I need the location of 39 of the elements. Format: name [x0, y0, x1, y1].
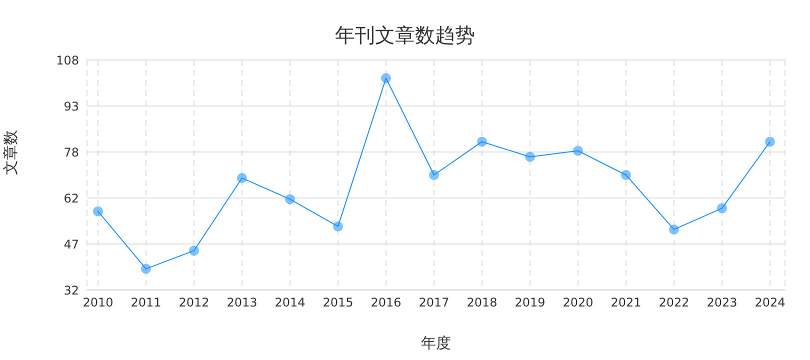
y-tick-label: 47	[64, 237, 79, 252]
point	[477, 136, 487, 147]
x-axis-title: 年度	[421, 334, 451, 352]
x-tick-label: 2019	[514, 296, 546, 310]
y-tick-label: 78	[64, 145, 79, 160]
x-tick-label: 2022	[658, 296, 690, 310]
point	[141, 264, 151, 274]
x-tick-label: 2016	[370, 296, 402, 310]
point	[717, 203, 727, 214]
point	[765, 136, 775, 147]
x-tick-label: 2024	[754, 296, 786, 310]
x-tick-label: 2012	[178, 296, 210, 310]
point	[669, 224, 679, 234]
point	[573, 146, 583, 156]
x-tick-label: 2013	[226, 296, 258, 310]
chart-title: 年刊文章数趋势	[334, 22, 476, 49]
y-tick-label: 62	[64, 191, 79, 206]
point	[381, 73, 391, 84]
x-tick-label: 2011	[130, 296, 162, 310]
point	[525, 152, 535, 162]
x-tick-label: 2020	[562, 296, 594, 310]
x-tick-label: 2014	[274, 296, 306, 310]
point	[333, 221, 343, 232]
x-tick-label: 2015	[322, 296, 354, 310]
x-tick-label: 2010	[82, 296, 114, 310]
x-tick-label: 2017	[418, 296, 450, 310]
point	[189, 246, 199, 256]
point	[237, 173, 247, 184]
point	[285, 194, 295, 204]
y-axis-title: 文章数	[1, 130, 20, 175]
y-tick-label: 32	[64, 283, 79, 298]
x-tick-label: 2023	[706, 296, 738, 310]
y-tick-label: 93	[64, 99, 79, 114]
x-tick-label: 2018	[466, 296, 498, 310]
x-tick-label: 2021	[610, 296, 642, 310]
y-tick-label: 108	[56, 53, 79, 68]
point	[621, 170, 631, 180]
point	[93, 206, 103, 216]
point	[429, 170, 439, 180]
